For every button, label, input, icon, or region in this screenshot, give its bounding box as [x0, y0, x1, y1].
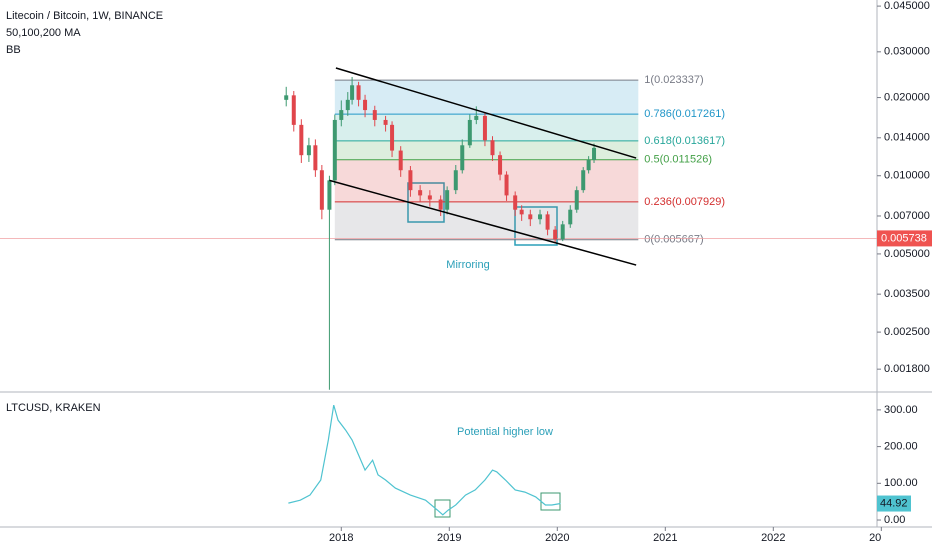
candle-body: [574, 190, 579, 210]
candle-body: [363, 99, 368, 111]
last-value-box: [877, 495, 911, 512]
candle-body: [356, 85, 361, 100]
y-tick-label: 0.020000: [884, 91, 930, 103]
candle-body: [498, 155, 503, 175]
candle-body: [490, 140, 495, 156]
candle-body: [581, 170, 586, 191]
annotation: Potential higher low: [457, 426, 553, 438]
sub-title: LTCUSD, KRAKEN: [6, 402, 101, 414]
y-tick-label: 200.00: [884, 441, 918, 453]
y-tick-label: 0.045000: [884, 0, 930, 12]
candle-body: [560, 224, 565, 240]
candle-body: [445, 190, 450, 210]
candle-body: [418, 190, 423, 196]
candle-body: [538, 214, 543, 220]
fib-zone: [334, 159, 639, 202]
candle-body: [504, 174, 509, 196]
indicator-label: BB: [6, 44, 21, 56]
fib-zone: [334, 80, 639, 115]
candle-body: [313, 145, 318, 171]
candle-body: [453, 170, 458, 191]
main-title: Litecoin / Bitcoin, 1W, BINANCE: [6, 10, 163, 22]
candle-body: [306, 145, 311, 156]
candle-body: [438, 199, 443, 210]
candle-body: [327, 180, 332, 210]
y-tick-label: 0.007000: [884, 210, 930, 222]
candle-body: [460, 145, 465, 171]
x-tick-label: 2022: [761, 532, 785, 544]
y-tick-label: 100.00: [884, 477, 918, 489]
x-tick-label: 2018: [329, 532, 353, 544]
candle-body: [284, 95, 289, 100]
y-tick-label: 0.00: [884, 514, 905, 526]
candle-body: [390, 124, 395, 151]
candle-body: [519, 209, 524, 215]
y-tick-label: 0.005000: [884, 248, 930, 260]
candle-body: [545, 214, 550, 230]
candle-body: [345, 99, 350, 111]
x-tick-label: 2019: [437, 532, 461, 544]
candle-body: [350, 85, 355, 100]
y-tick-label: 0.001800: [884, 363, 930, 375]
candle-body: [474, 115, 479, 120]
candle-body: [513, 195, 518, 210]
candle-body: [339, 110, 344, 120]
candle-body: [299, 124, 304, 156]
fib-label: 0.5(0.011526): [644, 154, 712, 166]
candle-body: [528, 214, 533, 220]
x-tick-label: 20: [869, 532, 881, 544]
candle-body: [408, 170, 413, 191]
mirror-box: [514, 206, 558, 246]
candle-body: [586, 159, 591, 171]
y-tick-label: 300.00: [884, 404, 918, 416]
candle-body: [482, 115, 487, 141]
candle-body: [592, 147, 597, 160]
last-price-label: 0.005738: [881, 232, 927, 244]
y-tick-label: 0.003500: [884, 288, 930, 300]
y-tick-label: 0.030000: [884, 46, 930, 58]
last-value-label: 44.92: [880, 497, 908, 509]
candle-body: [291, 95, 296, 125]
y-tick-label: 0.010000: [884, 170, 930, 182]
annotation: Mirroring: [446, 259, 489, 271]
last-price-box: [877, 230, 932, 247]
fib-label: 0.236(0.007929): [644, 196, 725, 208]
x-tick-label: 2021: [653, 532, 677, 544]
candle-body: [319, 170, 324, 210]
y-tick-label: 0.002500: [884, 326, 930, 338]
candle-body: [427, 195, 432, 200]
trendline: [335, 67, 637, 159]
price-line: [288, 404, 561, 516]
fib-zone: [334, 140, 639, 160]
fib-zone: [334, 201, 639, 240]
candle-body: [372, 110, 377, 120]
candle-body: [398, 150, 403, 171]
candle-body: [332, 119, 337, 181]
candle-body: [467, 119, 472, 146]
fib-label: 0.618(0.013617): [644, 135, 725, 147]
x-tick-label: 2020: [545, 532, 569, 544]
fib-label: 0(0.005667): [644, 234, 703, 246]
candle-body: [553, 229, 558, 240]
fib-label: 1(0.023337): [644, 74, 703, 86]
candle-body: [383, 119, 388, 125]
candle-body: [568, 209, 573, 225]
trendline: [329, 179, 637, 266]
indicator-label: 50,100,200 MA: [6, 27, 81, 39]
y-tick-label: 0.014000: [884, 132, 930, 144]
fib-label: 0.786(0.017261): [644, 108, 725, 120]
